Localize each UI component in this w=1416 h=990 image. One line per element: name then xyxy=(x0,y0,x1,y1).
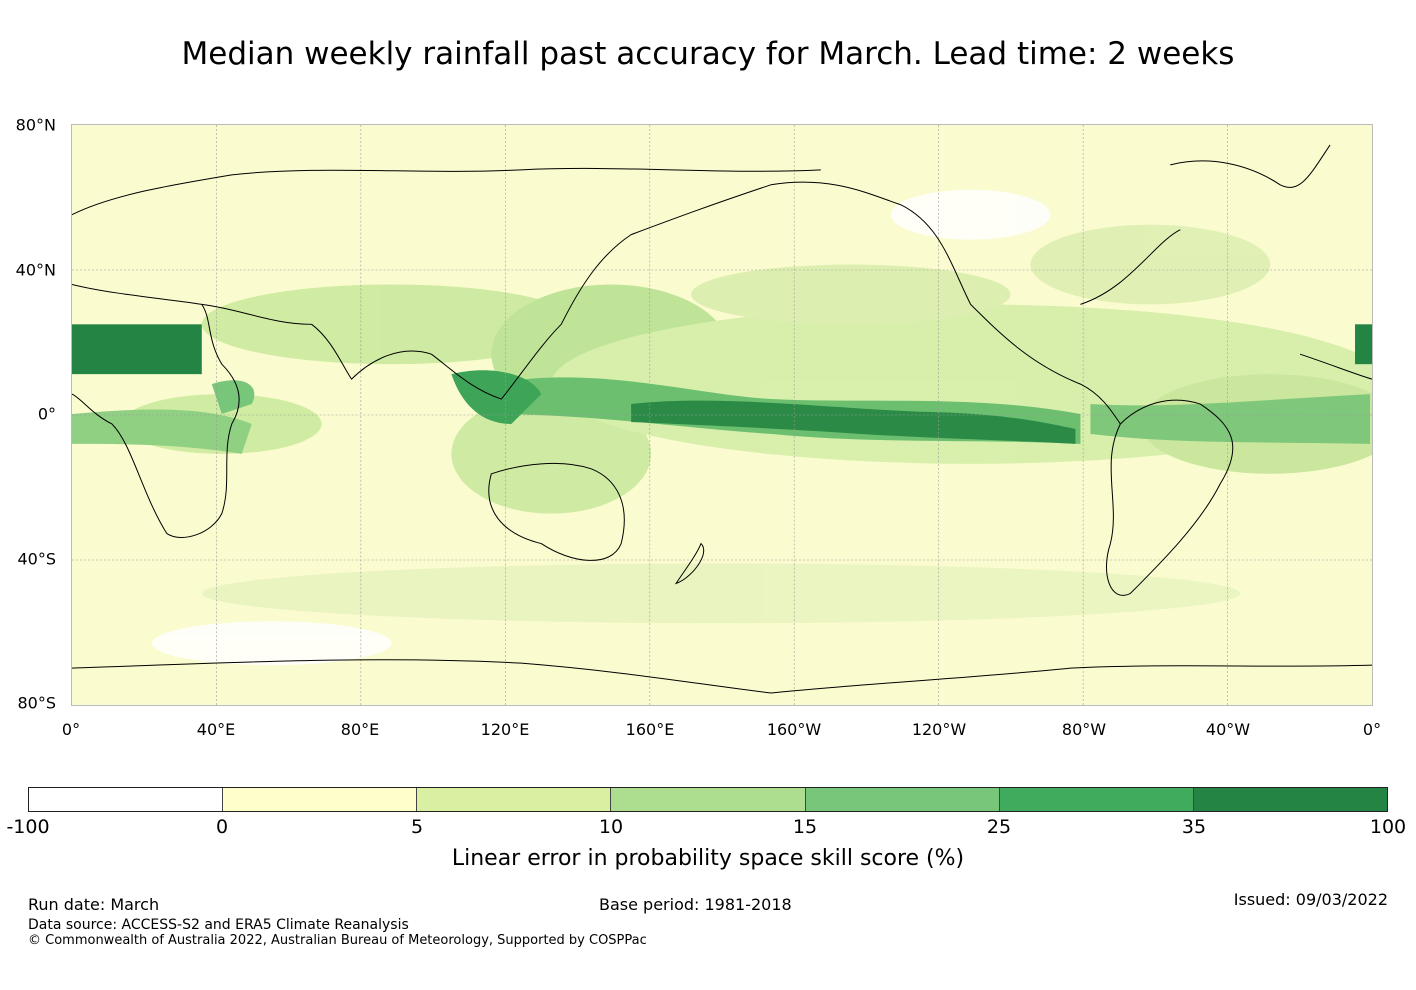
skill-patch-low-south xyxy=(151,621,392,666)
lon-label-0-right: 0° xyxy=(1362,720,1382,739)
skill-score-map xyxy=(71,124,1373,706)
lon-label-40e: 40°E xyxy=(196,720,236,739)
lat-label-40n: 40°N xyxy=(15,260,56,280)
west-africa-bulge-coast xyxy=(1299,353,1372,380)
issued-date: Issued: 09/03/2022 xyxy=(1233,890,1388,909)
itcz-band-core xyxy=(631,400,1076,444)
colorbar-label: Linear error in probability space skill … xyxy=(451,846,965,871)
atlantic-band xyxy=(1090,394,1371,444)
sahara-high-skill xyxy=(72,324,202,375)
lon-label-120e: 120°E xyxy=(480,720,530,739)
south-america-coast xyxy=(1106,399,1234,596)
skill-patch-australia xyxy=(451,394,652,514)
africa-equatorial-band xyxy=(72,409,252,454)
lat-label-80s: 80°S xyxy=(17,693,56,713)
base-period: Base period: 1981-2018 xyxy=(599,895,792,914)
high-skill-bands xyxy=(72,324,1372,454)
colorbar-tick: 15 xyxy=(792,816,818,838)
skill-patch-north-pacific xyxy=(691,264,1011,325)
lat-label-equator: 0° xyxy=(37,404,56,424)
colorbar-segment xyxy=(29,788,224,811)
graticule xyxy=(72,125,1372,705)
lon-label-80w: 80°W xyxy=(1061,720,1107,739)
colorbar-segment xyxy=(611,788,806,811)
africa-coast xyxy=(72,283,240,538)
skill-field xyxy=(121,189,1372,666)
data-source: Data source: ACCESS-S2 and ERA5 Climate … xyxy=(28,917,409,933)
eurasia-north-coast xyxy=(72,167,821,216)
north-america-west-coast xyxy=(900,204,1121,425)
greenland-coast xyxy=(1170,144,1331,188)
lon-label-160e: 160°E xyxy=(625,720,675,739)
colorbar-tick: 5 xyxy=(410,816,424,838)
lon-label-120w: 120°W xyxy=(911,720,967,739)
colorbar-tick: 35 xyxy=(1181,816,1207,838)
colorbar-tick: 0 xyxy=(215,816,229,838)
copyright: © Commonwealth of Australia 2022, Austra… xyxy=(28,933,647,948)
colorbar-tick: 10 xyxy=(598,816,624,838)
colorbar xyxy=(28,787,1388,812)
skill-patch-arabian-sea xyxy=(201,284,582,365)
lat-label-80n: 80°N xyxy=(15,115,56,135)
new-zealand-coast xyxy=(674,542,704,585)
lon-label-80e: 80°E xyxy=(340,720,380,739)
lon-label-160w: 160°W xyxy=(766,720,822,739)
colorbar-segment xyxy=(1193,788,1387,811)
colorbar-tick: -100 xyxy=(6,816,50,838)
skill-patch-southern-ocean xyxy=(201,563,1241,624)
west-africa-edge-high-skill xyxy=(1355,324,1372,365)
antarctica-coast xyxy=(72,659,1372,694)
colorbar-tick: 100 xyxy=(1369,816,1407,838)
eurasia-south-coast xyxy=(201,181,901,400)
colorbar-segment xyxy=(223,788,418,811)
north-america-east-coast xyxy=(1080,229,1181,305)
coastlines xyxy=(72,144,1372,694)
chart-title: Median weekly rainfall past accuracy for… xyxy=(181,36,1235,72)
run-date: Run date: March xyxy=(28,895,160,914)
lat-label-40s: 40°S xyxy=(17,549,56,569)
lon-label-0: 0° xyxy=(61,720,81,739)
skill-patch-low-north xyxy=(890,189,1051,240)
colorbar-segment xyxy=(999,788,1194,811)
colorbar-tick: 25 xyxy=(986,816,1012,838)
skill-patch-north-america xyxy=(1030,224,1271,305)
colorbar-segment xyxy=(805,788,1000,811)
east-africa-band xyxy=(211,380,255,415)
lon-label-40w: 40°W xyxy=(1205,720,1251,739)
australia-coast xyxy=(488,462,625,561)
colorbar-segment xyxy=(417,788,612,811)
